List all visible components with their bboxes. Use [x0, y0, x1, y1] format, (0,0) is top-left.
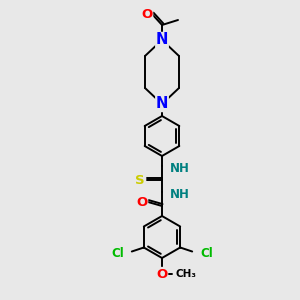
Text: O: O [156, 268, 168, 281]
Text: CH₃: CH₃ [176, 269, 197, 279]
Text: Cl: Cl [111, 247, 124, 260]
Text: NH: NH [170, 161, 190, 175]
Text: O: O [136, 196, 148, 208]
Text: NH: NH [170, 188, 190, 200]
Text: O: O [141, 8, 153, 20]
Text: Cl: Cl [200, 247, 213, 260]
Text: N: N [156, 32, 168, 47]
Text: N: N [156, 97, 168, 112]
Text: S: S [135, 173, 145, 187]
